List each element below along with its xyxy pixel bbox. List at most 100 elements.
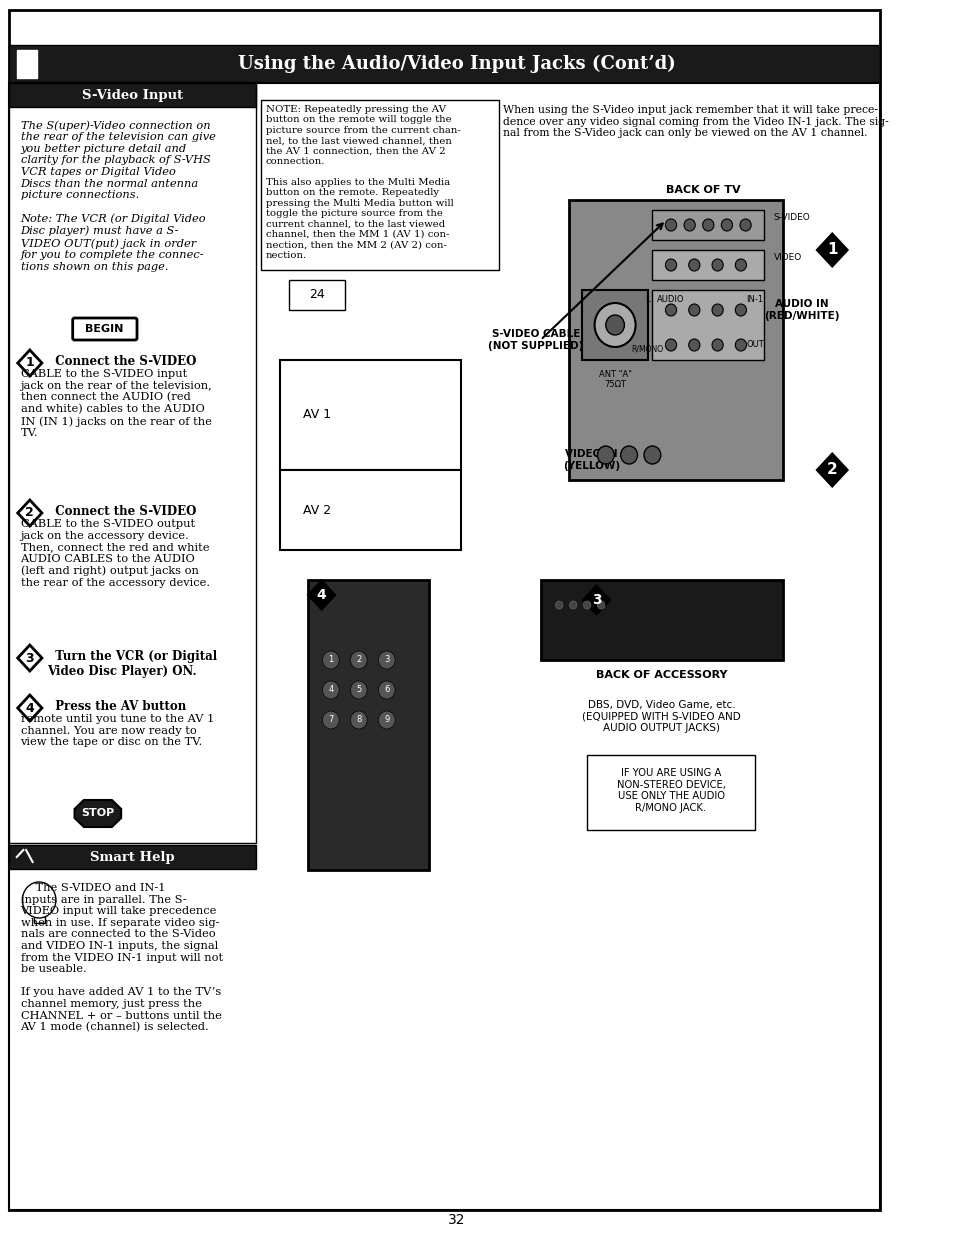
Text: 3: 3 xyxy=(591,593,600,606)
Text: ANT "A"
75ΩT: ANT "A" 75ΩT xyxy=(598,370,631,389)
Circle shape xyxy=(378,711,395,729)
Text: 3: 3 xyxy=(384,656,389,664)
FancyBboxPatch shape xyxy=(289,280,344,310)
FancyBboxPatch shape xyxy=(10,44,879,83)
Text: 2: 2 xyxy=(355,656,361,664)
Text: CABLE to the S-VIDEO input
jack on the rear of the television,
then connect the : CABLE to the S-VIDEO input jack on the r… xyxy=(20,369,212,438)
Circle shape xyxy=(378,680,395,699)
Circle shape xyxy=(720,219,732,231)
Text: S-VIDEO: S-VIDEO xyxy=(773,214,809,222)
Polygon shape xyxy=(18,350,42,375)
FancyBboxPatch shape xyxy=(568,200,782,480)
FancyBboxPatch shape xyxy=(10,83,256,844)
Circle shape xyxy=(322,711,339,729)
Text: DBS, DVD, Video Game, etc.
(EQUIPPED WITH S-VIDEO AND
AUDIO OUTPUT JACKS): DBS, DVD, Video Game, etc. (EQUIPPED WIT… xyxy=(581,700,740,734)
Circle shape xyxy=(605,315,624,335)
Text: 32: 32 xyxy=(448,1213,465,1228)
Circle shape xyxy=(378,651,395,669)
Circle shape xyxy=(711,304,722,316)
FancyBboxPatch shape xyxy=(586,755,754,830)
Circle shape xyxy=(22,882,56,918)
FancyBboxPatch shape xyxy=(10,845,256,869)
FancyBboxPatch shape xyxy=(279,359,461,471)
Text: S-Video Input: S-Video Input xyxy=(82,89,183,101)
Polygon shape xyxy=(308,580,335,609)
Circle shape xyxy=(555,601,562,609)
Text: L: L xyxy=(645,295,649,304)
Polygon shape xyxy=(817,454,846,487)
FancyBboxPatch shape xyxy=(540,580,782,659)
FancyBboxPatch shape xyxy=(652,290,763,359)
Text: 8: 8 xyxy=(355,715,361,725)
Circle shape xyxy=(740,219,750,231)
FancyBboxPatch shape xyxy=(652,249,763,280)
FancyBboxPatch shape xyxy=(582,290,647,359)
Text: Using the Audio/Video Input Jacks (Cont’d): Using the Audio/Video Input Jacks (Cont’… xyxy=(237,54,675,73)
Text: Turn the VCR (or Digital
Video Disc Player) ON.: Turn the VCR (or Digital Video Disc Play… xyxy=(47,650,216,678)
Circle shape xyxy=(688,338,700,351)
Text: BACK OF TV: BACK OF TV xyxy=(665,185,740,195)
Circle shape xyxy=(735,304,746,316)
Circle shape xyxy=(322,680,339,699)
FancyBboxPatch shape xyxy=(10,83,879,1210)
Text: The S(uper)-Video connection on
the rear of the television can give
you better p: The S(uper)-Video connection on the rear… xyxy=(20,120,215,272)
Circle shape xyxy=(350,680,367,699)
Circle shape xyxy=(711,259,722,270)
Circle shape xyxy=(735,259,746,270)
Circle shape xyxy=(643,446,660,464)
FancyBboxPatch shape xyxy=(307,580,428,869)
FancyBboxPatch shape xyxy=(17,49,37,78)
Text: Smart Help: Smart Help xyxy=(90,851,174,863)
Circle shape xyxy=(583,601,590,609)
Text: 4: 4 xyxy=(328,685,334,694)
Text: 6: 6 xyxy=(384,685,389,694)
Circle shape xyxy=(569,601,577,609)
Polygon shape xyxy=(583,585,609,614)
Text: The S-VIDEO and IN-1
inputs are in parallel. The S-
VIDEO input will take preced: The S-VIDEO and IN-1 inputs are in paral… xyxy=(20,883,222,1032)
Circle shape xyxy=(735,338,746,351)
Text: 24: 24 xyxy=(309,289,324,301)
Circle shape xyxy=(711,338,722,351)
Circle shape xyxy=(350,711,367,729)
Text: VIDEO: VIDEO xyxy=(773,253,801,263)
Circle shape xyxy=(597,446,614,464)
Text: 1: 1 xyxy=(328,656,334,664)
FancyBboxPatch shape xyxy=(279,471,461,550)
FancyBboxPatch shape xyxy=(261,100,498,270)
Circle shape xyxy=(322,651,339,669)
Text: When using the S-Video input jack remember that it will take prece-
dence over a: When using the S-Video input jack rememb… xyxy=(503,105,888,138)
Text: Connect the S-VIDEO: Connect the S-VIDEO xyxy=(47,354,195,368)
FancyBboxPatch shape xyxy=(10,83,256,107)
Text: VIDEO IN
(YELLOW): VIDEO IN (YELLOW) xyxy=(562,450,619,471)
Text: BEGIN: BEGIN xyxy=(85,324,124,333)
Text: 5: 5 xyxy=(355,685,361,694)
Text: AUDIO IN
(RED/WHITE): AUDIO IN (RED/WHITE) xyxy=(763,299,839,321)
Circle shape xyxy=(665,338,676,351)
Text: 1: 1 xyxy=(26,357,34,369)
Text: AV 2: AV 2 xyxy=(302,504,331,516)
Circle shape xyxy=(350,651,367,669)
Text: Press the AV button: Press the AV button xyxy=(47,700,186,713)
Text: R/MONO: R/MONO xyxy=(631,345,663,354)
Circle shape xyxy=(665,304,676,316)
Text: AV 1: AV 1 xyxy=(302,409,331,421)
Text: CABLE to the S-VIDEO output
jack on the accessory device.
Then, connect the red : CABLE to the S-VIDEO output jack on the … xyxy=(20,519,210,588)
Circle shape xyxy=(594,303,635,347)
Text: S-VIDEO CABLE
(NOT SUPPLIED): S-VIDEO CABLE (NOT SUPPLIED) xyxy=(488,330,583,351)
Text: NOTE: Repeatedly pressing the AV
button on the remote will toggle the
picture so: NOTE: Repeatedly pressing the AV button … xyxy=(265,105,460,259)
Circle shape xyxy=(702,219,713,231)
Text: IN-1: IN-1 xyxy=(745,295,762,304)
Text: 2: 2 xyxy=(826,462,837,478)
Text: 9: 9 xyxy=(384,715,389,725)
Polygon shape xyxy=(817,233,846,266)
Circle shape xyxy=(683,219,695,231)
Text: remote until you tune to the AV 1
channel. You are now ready to
view the tape or: remote until you tune to the AV 1 channe… xyxy=(20,714,213,747)
Text: IF YOU ARE USING A
NON-STEREO DEVICE,
USE ONLY THE AUDIO
R/MONO JACK.: IF YOU ARE USING A NON-STEREO DEVICE, US… xyxy=(616,768,724,813)
Text: 1: 1 xyxy=(826,242,837,258)
Polygon shape xyxy=(74,800,121,827)
Polygon shape xyxy=(18,695,42,721)
Circle shape xyxy=(597,601,604,609)
Text: Connect the S-VIDEO: Connect the S-VIDEO xyxy=(47,505,195,517)
FancyBboxPatch shape xyxy=(72,317,137,340)
Text: 7: 7 xyxy=(328,715,334,725)
